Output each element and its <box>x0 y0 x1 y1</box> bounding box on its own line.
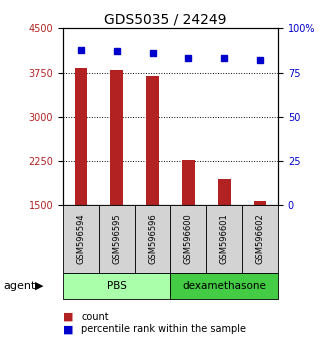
Bar <box>170 205 206 273</box>
Text: GSM596595: GSM596595 <box>112 213 121 264</box>
Text: GSM596594: GSM596594 <box>76 213 85 264</box>
Bar <box>242 205 278 273</box>
Text: GSM596601: GSM596601 <box>220 213 229 264</box>
Text: GSM596600: GSM596600 <box>184 213 193 264</box>
Text: GDS5035 / 24249: GDS5035 / 24249 <box>104 12 227 27</box>
Text: ■: ■ <box>63 312 73 322</box>
Text: dexamethasone: dexamethasone <box>182 281 266 291</box>
Text: ■: ■ <box>63 324 73 334</box>
Text: agent: agent <box>3 281 36 291</box>
Bar <box>74 68 87 205</box>
Text: PBS: PBS <box>107 281 127 291</box>
Bar <box>206 205 242 273</box>
Bar <box>254 201 266 205</box>
Bar <box>111 70 123 205</box>
Text: count: count <box>81 312 109 322</box>
Text: percentile rank within the sample: percentile rank within the sample <box>81 324 246 334</box>
Bar <box>99 205 135 273</box>
Bar <box>63 205 99 273</box>
Text: ▶: ▶ <box>35 281 43 291</box>
Bar <box>63 273 170 299</box>
Bar <box>182 160 195 205</box>
Bar <box>218 179 230 205</box>
Text: GSM596596: GSM596596 <box>148 213 157 264</box>
Text: GSM596602: GSM596602 <box>256 213 264 264</box>
Bar <box>135 205 170 273</box>
Bar <box>146 75 159 205</box>
Bar <box>170 273 278 299</box>
